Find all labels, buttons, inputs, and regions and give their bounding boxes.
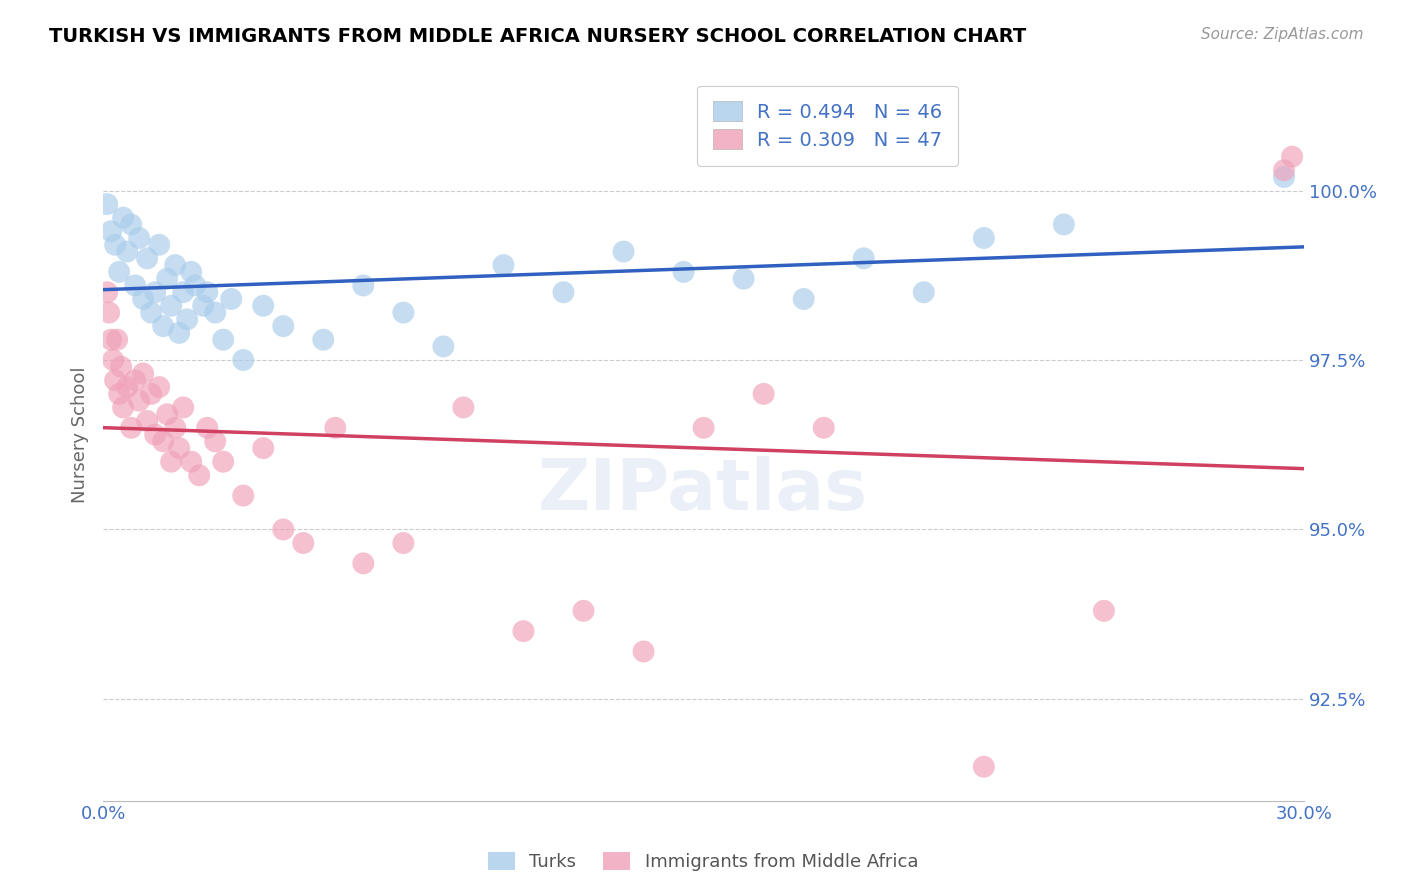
Point [136, 252, 159, 266]
Point [813, 421, 835, 435]
Y-axis label: Nursery School: Nursery School [72, 367, 89, 503]
Point [141, 387, 163, 401]
Point [672, 265, 695, 279]
Point [432, 339, 454, 353]
Point [184, 278, 207, 293]
Point [195, 285, 218, 300]
Point [1281, 150, 1303, 164]
Point [112, 401, 135, 415]
Point [512, 624, 534, 639]
Point [124, 373, 146, 387]
Point [212, 333, 235, 347]
Point [793, 292, 815, 306]
Point [492, 258, 515, 272]
Point [110, 359, 132, 374]
Point [112, 211, 135, 225]
Point [100, 333, 122, 347]
Point [973, 760, 995, 774]
Point [108, 265, 131, 279]
Point [352, 278, 374, 293]
Point [633, 644, 655, 658]
Text: ZIPatlas: ZIPatlas [538, 456, 868, 525]
Point [172, 401, 194, 415]
Point [1272, 163, 1295, 178]
Point [115, 380, 138, 394]
Point [1053, 218, 1076, 232]
Point [733, 271, 755, 285]
Point [160, 455, 183, 469]
Point [219, 292, 242, 306]
Point [553, 285, 575, 300]
Point [165, 421, 187, 435]
Point [101, 353, 124, 368]
Point [108, 387, 131, 401]
Point [143, 427, 166, 442]
Point [752, 387, 775, 401]
Point [212, 455, 235, 469]
Point [1092, 604, 1115, 618]
Point [193, 299, 215, 313]
Point [124, 278, 146, 293]
Point [143, 285, 166, 300]
Point [96, 285, 118, 300]
Point [180, 265, 202, 279]
Point [852, 252, 875, 266]
Point [232, 489, 254, 503]
Point [104, 373, 127, 387]
Point [152, 319, 174, 334]
Point [132, 367, 155, 381]
Point [167, 326, 190, 340]
Point [176, 312, 198, 326]
Point [160, 299, 183, 313]
Point [100, 224, 122, 238]
Point [195, 421, 218, 435]
Point [172, 285, 194, 300]
Legend: R = 0.494   N = 46, R = 0.309   N = 47: R = 0.494 N = 46, R = 0.309 N = 47 [697, 86, 957, 166]
Point [188, 468, 211, 483]
Point [204, 434, 226, 449]
Legend: Turks, Immigrants from Middle Africa: Turks, Immigrants from Middle Africa [481, 845, 925, 879]
Point [136, 414, 159, 428]
Point [152, 434, 174, 449]
Point [141, 305, 163, 319]
Point [323, 421, 346, 435]
Point [392, 305, 415, 319]
Point [271, 523, 294, 537]
Point [180, 455, 202, 469]
Point [120, 218, 142, 232]
Point [128, 231, 150, 245]
Point [148, 237, 170, 252]
Point [572, 604, 595, 618]
Point [156, 407, 179, 421]
Text: Source: ZipAtlas.com: Source: ZipAtlas.com [1201, 27, 1364, 42]
Point [128, 393, 150, 408]
Point [96, 197, 118, 211]
Point [120, 421, 142, 435]
Point [148, 380, 170, 394]
Point [165, 258, 187, 272]
Point [252, 299, 274, 313]
Point [252, 441, 274, 455]
Point [271, 319, 294, 334]
Point [692, 421, 714, 435]
Point [312, 333, 335, 347]
Point [292, 536, 315, 550]
Point [115, 244, 138, 259]
Point [104, 237, 127, 252]
Point [105, 333, 128, 347]
Point [612, 244, 634, 259]
Point [232, 353, 254, 368]
Point [204, 305, 226, 319]
Point [973, 231, 995, 245]
Point [167, 441, 190, 455]
Point [1272, 169, 1295, 184]
Point [352, 557, 374, 571]
Text: TURKISH VS IMMIGRANTS FROM MIDDLE AFRICA NURSERY SCHOOL CORRELATION CHART: TURKISH VS IMMIGRANTS FROM MIDDLE AFRICA… [49, 27, 1026, 45]
Point [132, 292, 155, 306]
Point [392, 536, 415, 550]
Point [98, 305, 121, 319]
Point [453, 401, 475, 415]
Point [912, 285, 935, 300]
Point [156, 271, 179, 285]
